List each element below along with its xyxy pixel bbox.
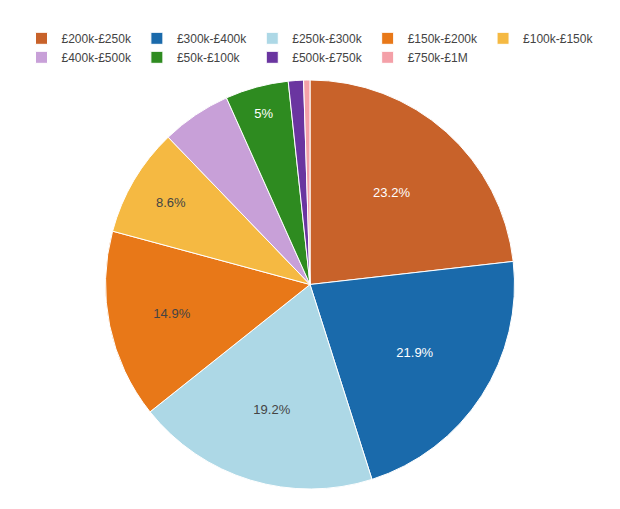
- svg-text:21.9%: 21.9%: [396, 345, 433, 360]
- svg-text:£500k-£750k: £500k-£750k: [292, 51, 362, 65]
- svg-text:£50k-£100k: £50k-£100k: [177, 51, 241, 65]
- svg-text:£750k-£1M: £750k-£1M: [408, 51, 468, 65]
- svg-text:£400k-£500k: £400k-£500k: [62, 51, 132, 65]
- svg-text:23.2%: 23.2%: [373, 185, 410, 200]
- svg-text:8.6%: 8.6%: [156, 195, 186, 210]
- svg-text:14.9%: 14.9%: [153, 306, 190, 321]
- svg-text:£300k-£400k: £300k-£400k: [177, 32, 247, 46]
- svg-text:5%: 5%: [254, 106, 273, 121]
- svg-text:19.2%: 19.2%: [253, 402, 290, 417]
- svg-text:£100k-£150k: £100k-£150k: [523, 32, 593, 46]
- svg-text:£200k-£250k: £200k-£250k: [62, 32, 132, 46]
- svg-text:£250k-£300k: £250k-£300k: [292, 32, 362, 46]
- svg-text:£150k-£200k: £150k-£200k: [408, 32, 478, 46]
